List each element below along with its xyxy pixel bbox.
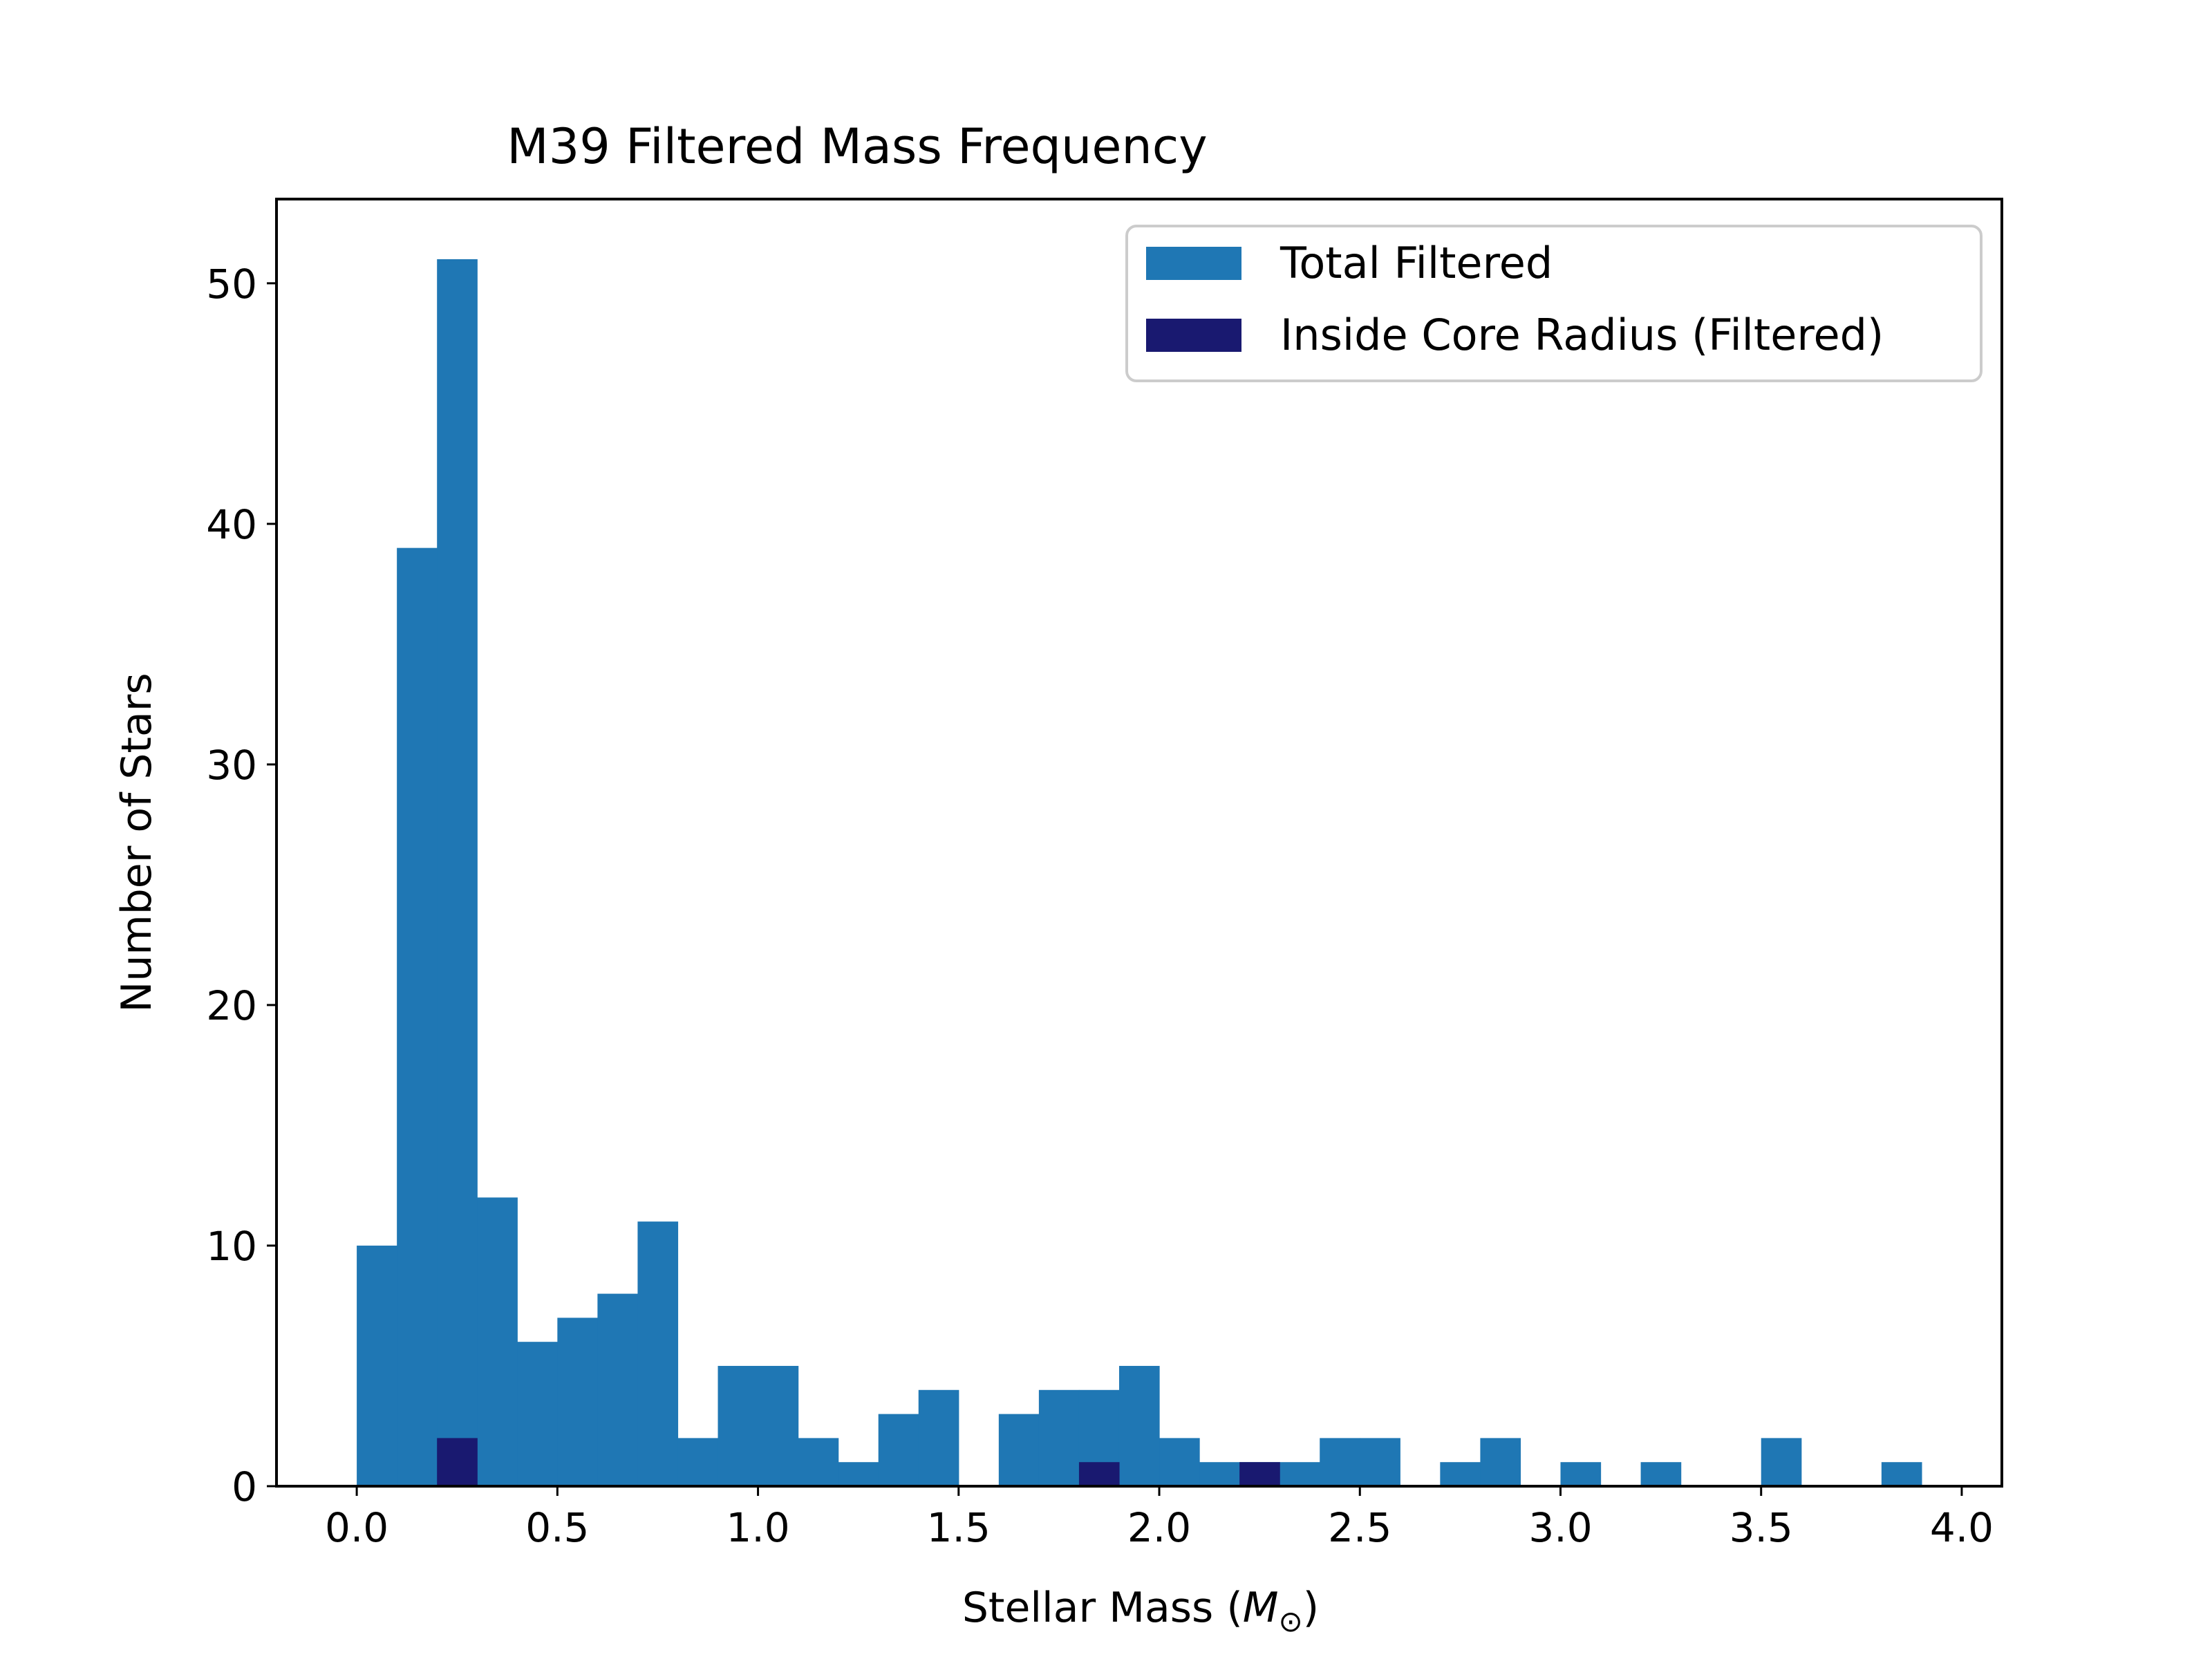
legend-swatch-inside-core — [1146, 319, 1241, 352]
bar-series0-bin28 — [1480, 1438, 1521, 1486]
bar-series0-bin3 — [477, 1197, 518, 1486]
legend: Total Filtered Inside Core Radius (Filte… — [1125, 225, 1983, 382]
x-tick-label: 3.5 — [1730, 1504, 1793, 1551]
bar-series0-bin38 — [1881, 1462, 1922, 1486]
legend-label-inside-core: Inside Core Radius (Filtered) — [1280, 310, 1884, 360]
bar-series1-bin22 — [1239, 1462, 1280, 1486]
x-tick-label: 0.0 — [325, 1504, 388, 1551]
y-tick-label: 40 — [206, 501, 257, 548]
bar-series0-bin25 — [1360, 1438, 1400, 1486]
y-tick-label: 0 — [232, 1463, 257, 1510]
chart-title: M39 Filtered Mass Frequency — [507, 118, 1207, 175]
bar-series0-bin9 — [718, 1365, 759, 1486]
x-axis-label-subscript: ⊙ — [1279, 1604, 1303, 1638]
bar-series0-bin30 — [1560, 1462, 1602, 1486]
bar-series0-bin27 — [1440, 1462, 1481, 1486]
y-axis-label: Number of Stars — [113, 673, 161, 1012]
x-tick-label: 1.5 — [927, 1504, 991, 1551]
bar-series0-bin23 — [1280, 1462, 1320, 1486]
bar-series0-bin17 — [1038, 1389, 1080, 1486]
x-tick-label: 2.5 — [1328, 1504, 1391, 1551]
x-tick-label: 0.5 — [525, 1504, 589, 1551]
x-axis-label-prefix: Stellar Mass ( — [962, 1584, 1243, 1632]
bar-series1-bin18 — [1078, 1462, 1120, 1486]
bar-series0-bin14 — [918, 1389, 959, 1486]
bar-series0-bin24 — [1320, 1438, 1360, 1486]
bar-series0-bin8 — [677, 1438, 719, 1486]
bar-series0-bin35 — [1761, 1438, 1802, 1486]
y-tick-label: 10 — [206, 1223, 257, 1270]
bar-series0-bin32 — [1640, 1462, 1682, 1486]
legend-box — [1125, 225, 1983, 382]
bar-series0-bin4 — [517, 1342, 558, 1486]
y-axis-ticks: 0 10 20 30 40 50 — [206, 261, 276, 1510]
bar-series0-bin13 — [878, 1414, 919, 1486]
legend-label-total-filtered: Total Filtered — [1280, 238, 1553, 288]
plot-frame — [275, 198, 2003, 1488]
bar-series0-bin1 — [397, 547, 438, 1486]
bar-series0-bin19 — [1118, 1365, 1160, 1486]
x-tick-label: 2.0 — [1127, 1504, 1191, 1551]
bars-group — [357, 259, 1922, 1486]
bar-series0-bin0 — [357, 1245, 397, 1486]
x-axis-label-symbol: M — [1243, 1584, 1279, 1632]
y-tick-label: 20 — [206, 982, 257, 1029]
x-tick-label: 3.0 — [1528, 1504, 1592, 1551]
bar-series0-bin5 — [557, 1318, 598, 1486]
bar-series0-bin20 — [1159, 1438, 1200, 1486]
x-axis-label: Stellar Mass (M⊙) — [962, 1584, 1319, 1638]
x-tick-label: 4.0 — [1930, 1504, 1994, 1551]
bar-series0-bin2 — [437, 259, 478, 1486]
y-tick-label: 50 — [206, 261, 257, 308]
bar-series0-bin10 — [758, 1365, 799, 1486]
bar-series0-bin7 — [637, 1221, 679, 1486]
bar-series0-bin6 — [597, 1293, 639, 1486]
bar-series1-bin2 — [437, 1438, 478, 1486]
bar-series0-bin21 — [1199, 1462, 1240, 1486]
y-tick-label: 30 — [206, 742, 257, 789]
x-axis-label-suffix: ) — [1303, 1584, 1319, 1632]
x-tick-label: 1.0 — [726, 1504, 789, 1551]
x-axis-ticks: 0.0 0.5 1.0 1.5 2.0 2.5 3.0 3.5 4.0 — [325, 1486, 1994, 1551]
legend-swatch-total-filtered — [1146, 247, 1241, 280]
bar-series0-bin11 — [798, 1438, 839, 1486]
bar-series0-bin16 — [998, 1414, 1040, 1486]
bar-series0-bin12 — [838, 1462, 879, 1486]
